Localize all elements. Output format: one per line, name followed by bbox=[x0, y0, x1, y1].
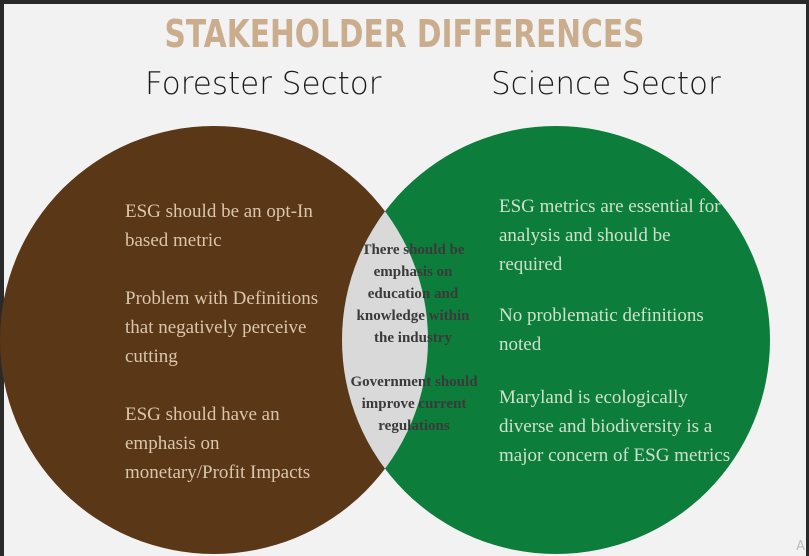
science-circle bbox=[342, 126, 770, 554]
science-point-1: ESG metrics are essential for analysis a… bbox=[499, 196, 721, 275]
overlap-point-1: There should be emphasis on education an… bbox=[356, 242, 470, 346]
slide-title: STAKEHOLDER DIFFERENCES bbox=[164, 12, 645, 56]
corner-mark: A bbox=[796, 539, 805, 554]
overlap-point-2: Government should improve current regula… bbox=[350, 374, 478, 434]
science-point-3: Maryland is ecologically diverse and bio… bbox=[499, 387, 731, 466]
frame-left-border bbox=[0, 0, 4, 556]
forester-point-3: ESG should have an emphasis on monetary/… bbox=[125, 404, 311, 483]
science-point-2: No problematic definitions noted bbox=[499, 305, 704, 355]
science-sector-label: Science Sector bbox=[491, 66, 721, 102]
forester-point-1: ESG should be an opt-In based metric bbox=[125, 201, 313, 251]
forester-sector-label: Forester Sector bbox=[145, 66, 382, 102]
frame-right-border bbox=[806, 0, 809, 556]
forester-point-2: Problem with Definitions that negatively… bbox=[125, 288, 319, 367]
frame-top-border bbox=[0, 0, 809, 4]
forester-circle bbox=[0, 126, 428, 554]
